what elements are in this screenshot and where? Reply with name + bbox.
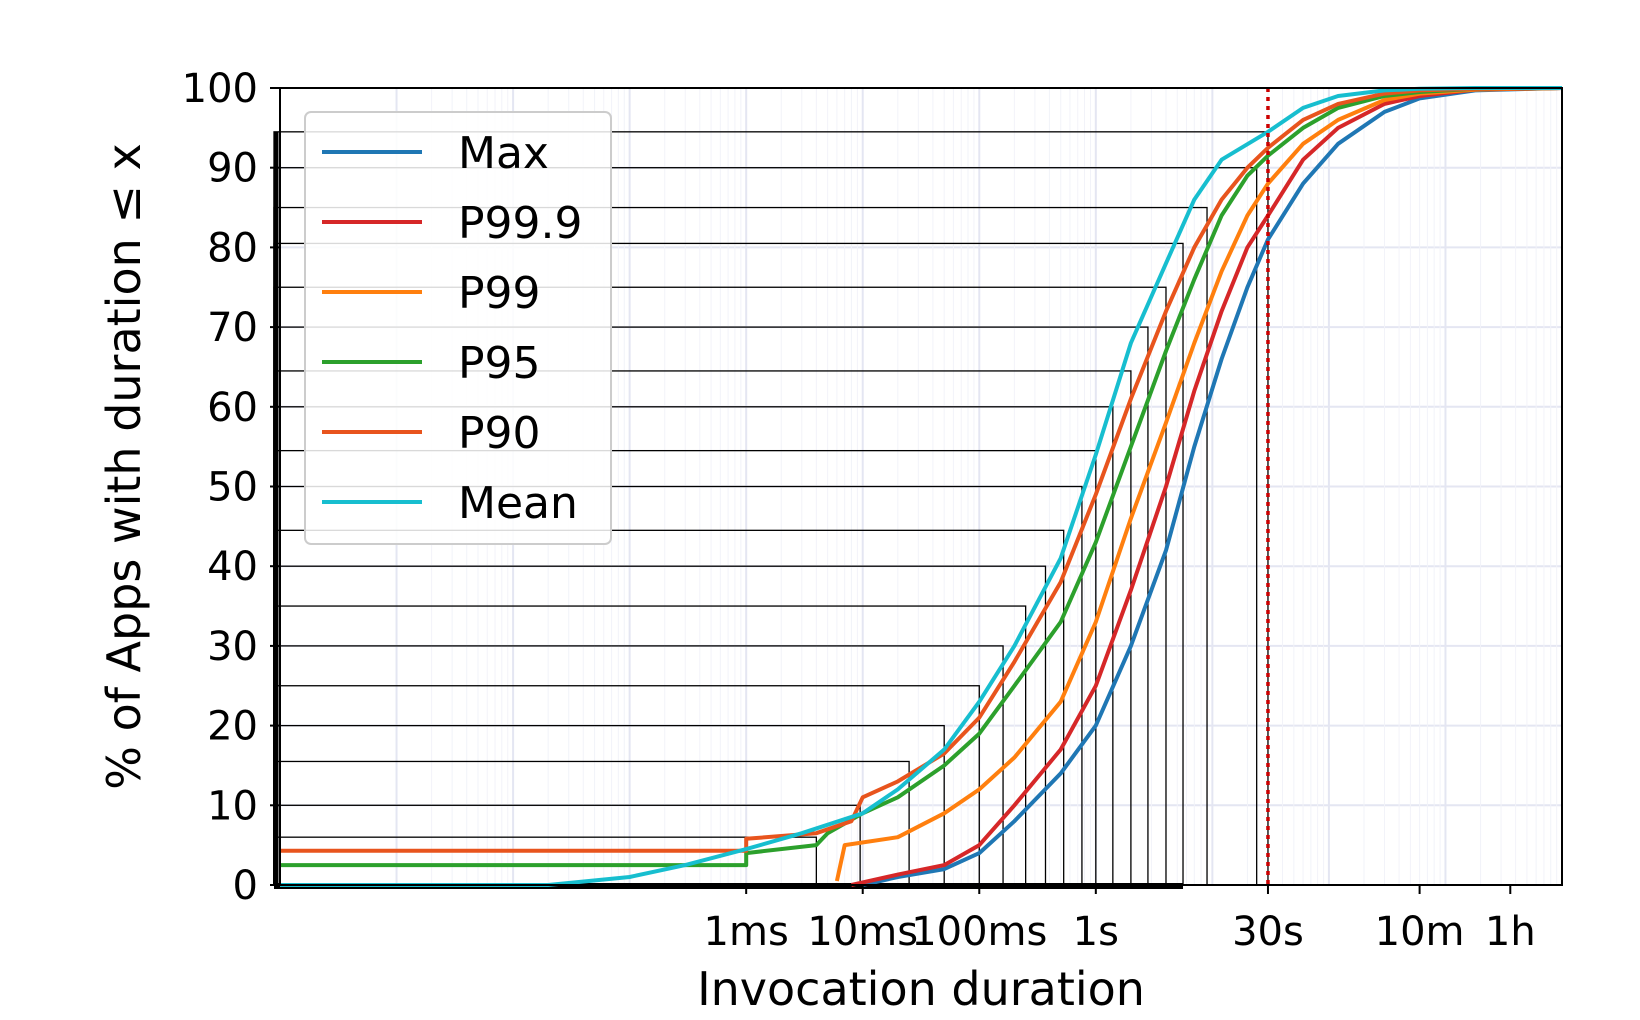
legend-label: Mean: [458, 478, 578, 529]
y-tick-label: 10: [207, 783, 258, 829]
x-tick-label: 1h: [1485, 909, 1536, 955]
series-line-p99: [834, 86, 1563, 882]
x-tick-label: 1ms: [704, 909, 789, 955]
y-tick-label: 0: [233, 863, 258, 909]
threshold-box: [273, 605, 1027, 886]
x-tick-label: 1s: [1073, 909, 1119, 955]
y-tick-label: 80: [207, 225, 258, 271]
y-tick-label: 100: [182, 66, 258, 112]
legend-label: P95: [458, 338, 541, 389]
threshold-box: [273, 529, 1065, 886]
series-line-mean: [280, 86, 1562, 887]
series-line-max: [862, 86, 1563, 887]
y-axis-title: % of Apps with duration ≤ x: [97, 143, 151, 790]
series-lines: [280, 86, 1563, 887]
legend-label: P90: [458, 408, 541, 459]
legend: Max P99.9 P99 P95 P90 Mean: [304, 111, 612, 545]
x-tick-label: 10m: [1375, 909, 1465, 955]
legend-label: Max: [458, 128, 549, 179]
y-tick-label: 20: [207, 704, 258, 750]
threshold-box: [273, 804, 861, 886]
legend-label: P99.9: [458, 198, 583, 249]
y-tick-label: 40: [207, 544, 258, 590]
series-line-p95: [280, 86, 1563, 868]
y-tick-label: 60: [207, 385, 258, 431]
threshold-box: [273, 685, 980, 886]
y-tick-label: 90: [207, 146, 258, 192]
series-line-p999: [850, 86, 1563, 887]
x-tick-label: 10ms: [807, 909, 918, 955]
y-ticks: 0 10 20 30 40 50 60 70 80 90 100: [182, 66, 280, 909]
series-line-p90: [280, 86, 1563, 853]
y-tick-label: 50: [207, 465, 258, 511]
legend-label: P99: [458, 268, 541, 319]
x-tick-label: 100ms: [911, 909, 1047, 955]
x-tick-label: 30s: [1232, 909, 1304, 955]
x-axis-title: Invocation duration: [697, 962, 1145, 1016]
y-tick-label: 70: [207, 305, 258, 351]
y-tick-label: 30: [207, 624, 258, 670]
